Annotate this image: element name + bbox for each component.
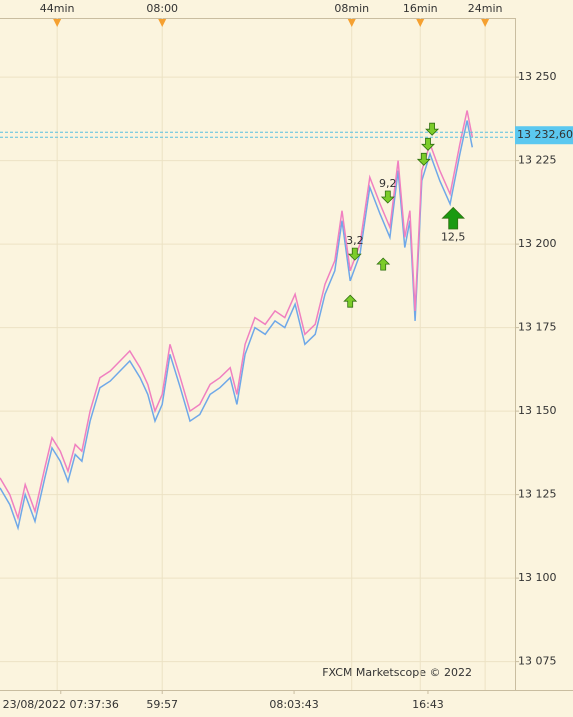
signal-arrow bbox=[380, 190, 395, 204]
signal-label: 12,5 bbox=[441, 231, 466, 244]
y-tick-label: 13 075 bbox=[518, 655, 557, 668]
y-tick-label: 13 125 bbox=[518, 488, 557, 501]
price-line bbox=[0, 120, 474, 531]
y-tick-label: 13 150 bbox=[518, 404, 557, 417]
tick-marker bbox=[158, 19, 167, 27]
price-line bbox=[0, 110, 474, 521]
tick-marker bbox=[53, 19, 62, 27]
signal-arrow bbox=[343, 294, 358, 308]
y-tick-label: 13 200 bbox=[518, 237, 557, 250]
x-tick-label: 24min bbox=[468, 2, 503, 15]
y-tick-label: 13 100 bbox=[518, 571, 557, 584]
x-tick-label: 16min bbox=[403, 2, 438, 15]
x-tick-label: 08:00 bbox=[146, 2, 178, 15]
signal-label: 9,2 bbox=[379, 177, 397, 190]
x-tick-label: 08min bbox=[334, 2, 369, 15]
tick-marker bbox=[481, 19, 490, 27]
price-box bbox=[515, 126, 573, 145]
signal-arrow bbox=[421, 137, 435, 151]
x-tick-label: 08:03:43 bbox=[269, 698, 318, 711]
tick-marker bbox=[347, 19, 356, 27]
y-tick-label: 13 175 bbox=[518, 321, 557, 334]
y-tick-label: 13 250 bbox=[518, 70, 557, 83]
signal-label: 3,2 bbox=[346, 234, 364, 247]
signal-arrow bbox=[441, 206, 465, 230]
signal-arrow bbox=[416, 152, 431, 166]
x-tick-label: 16:43 bbox=[412, 698, 444, 711]
signal-arrow bbox=[376, 257, 391, 271]
signal-arrow bbox=[425, 122, 440, 136]
x-tick-label: 23/08/2022 07:37:36 bbox=[3, 698, 119, 711]
x-tick-label: 44min bbox=[40, 2, 75, 15]
signal-arrow bbox=[347, 247, 362, 261]
footer: FXCM Marketscope © 2022 bbox=[322, 666, 472, 679]
price-label: 13 232,60 bbox=[517, 128, 573, 141]
y-tick-label: 13 225 bbox=[518, 154, 557, 167]
tick-marker bbox=[416, 19, 425, 27]
x-tick-label: 59:57 bbox=[146, 698, 178, 711]
